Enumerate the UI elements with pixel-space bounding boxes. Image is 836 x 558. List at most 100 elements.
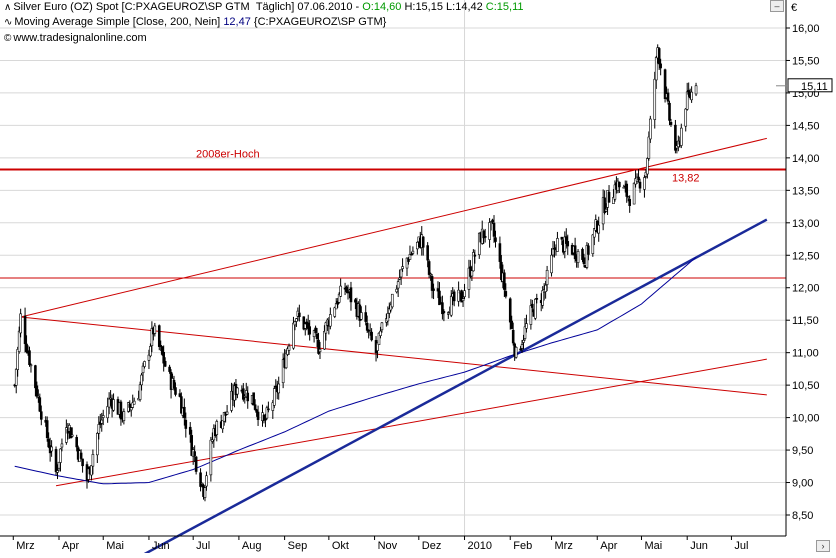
candle-body (628, 198, 631, 206)
candle-body (535, 298, 539, 300)
candle-body (337, 293, 341, 303)
candle-body (25, 343, 28, 352)
candle-body (180, 396, 183, 414)
candle-body (60, 443, 64, 448)
annotations: 2008er-Hoch (196, 149, 260, 161)
candle-body (28, 350, 31, 365)
candle-body (100, 419, 104, 424)
x-tick-label: Okt (332, 540, 349, 552)
candle-body (498, 243, 502, 262)
candle-body (81, 458, 84, 467)
candle-body (17, 330, 21, 352)
y-tick-label: 9,50 (792, 445, 813, 457)
trendline (55, 358, 767, 487)
candle-body (107, 398, 111, 408)
candle-body (90, 465, 93, 476)
horizontal-levels: 13,82 (0, 168, 786, 279)
candle-body (264, 418, 267, 421)
last-price-label: 15,11 (801, 81, 828, 93)
candle-body (520, 344, 524, 349)
candle-body (432, 288, 435, 291)
candle-body (333, 307, 337, 317)
candle-body (531, 303, 534, 308)
candle-body (345, 286, 348, 292)
candle-body (308, 326, 311, 335)
candle-body (452, 291, 456, 302)
y-tick-label: 14,00 (792, 153, 820, 165)
grid (0, 0, 786, 536)
candle-body (377, 332, 381, 345)
candle-body (364, 312, 368, 322)
high-value: H:15,15 (404, 1, 443, 13)
candle-body (96, 433, 99, 456)
candle-body (416, 241, 419, 250)
candle-body (339, 285, 342, 297)
candle-body (511, 329, 515, 344)
candle-body (172, 379, 176, 388)
x-tick-label: Jul (196, 540, 210, 552)
candle-body (56, 470, 59, 473)
candle-body (38, 397, 42, 412)
candle-body (396, 281, 400, 289)
candle-body (679, 127, 683, 146)
candle-body (643, 177, 646, 190)
candle-body (492, 222, 496, 237)
candle-body (199, 472, 202, 487)
candle-body (687, 90, 690, 95)
candle-body (461, 298, 465, 301)
candle-body (522, 339, 525, 343)
candle-body (376, 342, 379, 351)
candle-body (194, 456, 198, 472)
candle-body (685, 91, 689, 110)
candle-body (573, 245, 577, 260)
candle-body (354, 299, 357, 303)
candle-body (242, 388, 245, 400)
candle-body (504, 291, 508, 297)
candle-body (346, 291, 350, 294)
candle-body (112, 399, 115, 411)
candle-body (129, 407, 133, 411)
candle-body (23, 315, 27, 345)
annotation-label: 2008er-Hoch (196, 149, 260, 161)
candle-body (70, 434, 74, 437)
candle-body (368, 330, 372, 333)
minimize-button[interactable]: – (770, 0, 784, 12)
candle-body (694, 85, 698, 95)
candle-body (349, 287, 353, 303)
candle-body (79, 452, 83, 459)
candle-body (122, 411, 126, 421)
header-line-1: ∧ Silver Euro (OZ) Spot [C:PXAGEUROZ\SP G… (4, 1, 524, 13)
period-date: Täglich] 07.06.2010 (255, 1, 353, 13)
trendlines (20, 137, 768, 558)
candle-body (29, 364, 33, 367)
x-tick-label: Mrz (555, 540, 573, 552)
x-tick-label: Aug (242, 540, 262, 552)
candle-body (184, 419, 188, 429)
candle-body (449, 295, 453, 316)
candle-body (463, 290, 466, 298)
y-tick-label: 16,00 (792, 23, 820, 35)
candle-body (399, 269, 403, 278)
candle-body (256, 411, 260, 420)
candle-body (684, 108, 688, 127)
candle-body (503, 272, 506, 290)
candle-body (19, 313, 22, 334)
candle-body (57, 461, 61, 469)
x-tick-label: 2010 (468, 540, 492, 552)
candle-body (551, 248, 555, 256)
candle-body (407, 258, 410, 262)
candle-body (483, 235, 487, 238)
scroll-button[interactable]: › (816, 540, 830, 552)
candle-body (205, 475, 208, 487)
candle-body (265, 407, 269, 419)
source-url: www.tradesignalonline.com (13, 32, 147, 44)
candle-body (390, 293, 394, 308)
x-tick-label: Apr (62, 540, 79, 552)
candle-body (293, 321, 297, 326)
candle-body (318, 348, 322, 353)
ma-symbol: {C:PXAGEUROZ\SP GTM} (253, 16, 387, 28)
candle-body (365, 322, 369, 331)
y-tick-label: 10,50 (792, 380, 820, 392)
